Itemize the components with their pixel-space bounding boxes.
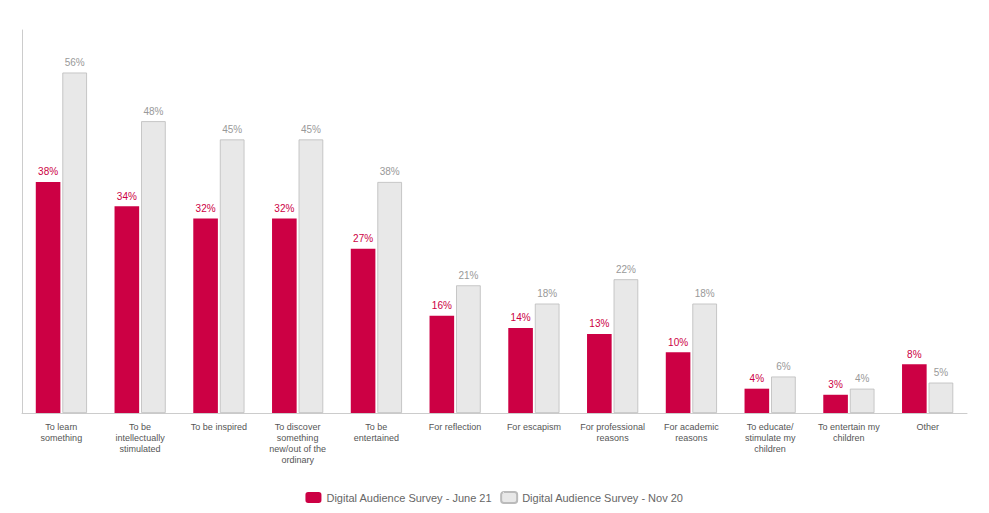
svg-text:intellectually: intellectually [116,433,166,443]
svg-text:13%: 13% [589,318,609,329]
svg-text:32%: 32% [274,203,294,214]
svg-text:5%: 5% [934,367,949,378]
svg-text:27%: 27% [353,233,373,244]
svg-text:14%: 14% [511,312,531,323]
svg-text:To educate/: To educate/ [747,422,794,432]
svg-text:3%: 3% [828,379,843,390]
svg-text:To learn: To learn [45,422,77,432]
svg-text:stimulate my: stimulate my [745,433,796,443]
svg-text:For reflection: For reflection [429,422,482,432]
svg-text:reasons: reasons [675,433,708,443]
svg-text:ordinary: ordinary [281,455,314,465]
svg-text:22%: 22% [616,264,636,275]
svg-text:38%: 38% [380,166,400,177]
svg-text:18%: 18% [537,288,557,299]
svg-text:Digital Audience Survey - June: Digital Audience Survey - June 21 [326,492,491,504]
svg-text:56%: 56% [65,57,85,68]
svg-text:For professional: For professional [580,422,645,432]
svg-text:For escapism: For escapism [507,422,561,432]
svg-text:21%: 21% [458,270,478,281]
svg-text:10%: 10% [668,337,688,348]
svg-text:something: something [277,433,319,443]
svg-text:6%: 6% [776,361,791,372]
svg-text:To entertain my: To entertain my [818,422,880,432]
svg-text:new/out of the: new/out of the [269,444,326,454]
svg-text:4%: 4% [855,373,870,384]
svg-text:entertained: entertained [354,433,399,443]
svg-text:reasons: reasons [597,433,630,443]
svg-text:16%: 16% [432,300,452,311]
svg-text:45%: 45% [222,124,242,135]
svg-text:34%: 34% [117,191,137,202]
svg-text:To be: To be [365,422,387,432]
svg-text:To be inspired: To be inspired [191,422,247,432]
svg-text:Digital Audience Survey - Nov: Digital Audience Survey - Nov 20 [522,492,683,504]
svg-text:stimulated: stimulated [120,444,161,454]
svg-text:children: children [754,444,786,454]
svg-text:8%: 8% [907,349,922,360]
svg-text:18%: 18% [695,288,715,299]
svg-text:45%: 45% [301,124,321,135]
svg-text:48%: 48% [143,106,163,117]
svg-text:38%: 38% [38,166,58,177]
svg-text:To discover: To discover [275,422,321,432]
svg-text:Other: Other [916,422,939,432]
svg-text:4%: 4% [750,373,765,384]
svg-text:For academic: For academic [664,422,719,432]
svg-text:children: children [833,433,865,443]
svg-text:something: something [41,433,83,443]
svg-text:32%: 32% [196,203,216,214]
svg-text:To be: To be [129,422,151,432]
